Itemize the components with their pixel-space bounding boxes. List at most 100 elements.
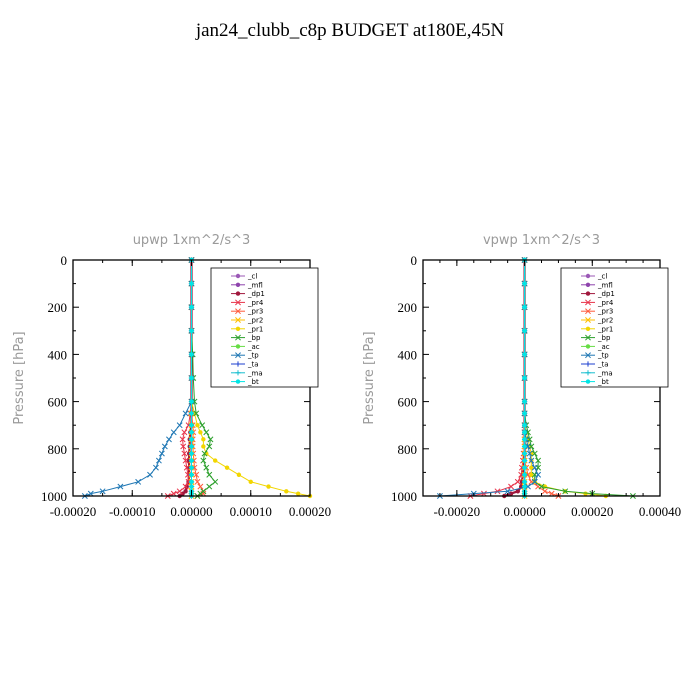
legend-box (210, 267, 319, 388)
legend: _cl_mfl_dp1_pr4_pr3_pr2_pr1_bp_ac_tp_ta_… (560, 267, 669, 388)
data-point (198, 430, 203, 435)
legend-marker (235, 308, 241, 315)
data-point (189, 472, 194, 477)
chart-title: upwp 1xm^2/s^3 (133, 233, 251, 248)
data-point (182, 457, 189, 464)
legend-entry: _bt (597, 378, 609, 386)
y-tick-label: 200 (398, 300, 418, 315)
legend-entry: _ma (597, 369, 613, 377)
page-title: jan24_clubb_c8p BUDGET at180E,45N (195, 20, 505, 41)
data-point (201, 437, 206, 442)
legend-entry: _bt (247, 378, 259, 386)
legend-marker (585, 344, 591, 349)
legend-marker (585, 370, 591, 376)
x-tick-label: 0.00020 (571, 504, 613, 519)
legend-entry: _ta (597, 361, 609, 369)
data-point (189, 281, 194, 286)
y-tick-label: 200 (48, 300, 68, 315)
data-point (206, 483, 213, 490)
legend-entry: _cl (597, 273, 607, 281)
legend-entry: _pr2 (247, 317, 263, 325)
y-tick-label: 600 (398, 395, 418, 410)
data-point (182, 483, 189, 490)
data-point (515, 489, 520, 494)
data-point (541, 488, 548, 495)
legend-marker (585, 308, 591, 315)
chart-1: upwp 1xm^2/s^3 Pressure [hPa] 0 200 400 600 80… (12, 233, 331, 519)
x-tick-label: -0.00010 (109, 504, 156, 519)
legend-marker (235, 344, 241, 349)
data-point (183, 489, 188, 494)
y-tick-label: 400 (398, 347, 418, 362)
legend-marker (235, 334, 241, 341)
series-line (503, 260, 526, 498)
data-point (194, 478, 201, 485)
series-bt (522, 257, 527, 499)
series-pr3 (521, 257, 562, 499)
data-point (528, 457, 535, 464)
y-tick-label: 400 (48, 347, 68, 362)
legend-marker (585, 282, 591, 287)
legend-entry: _cl (247, 273, 257, 281)
data-point (522, 430, 527, 435)
data-point (152, 464, 159, 471)
data-point (189, 451, 194, 456)
data-point (203, 429, 210, 436)
legend-entry: _bp (597, 334, 611, 342)
legend-marker (585, 379, 591, 384)
x-tick-label: 0.00000 (170, 504, 212, 519)
data-point (189, 328, 194, 333)
data-point (514, 478, 521, 485)
legend-marker (235, 282, 241, 287)
data-point (189, 305, 194, 310)
legend-entry: _tp (247, 352, 259, 360)
data-point (535, 471, 542, 478)
data-point (529, 465, 534, 470)
legend-marker (585, 273, 591, 279)
data-point (199, 422, 206, 429)
y-tick-label: 600 (48, 395, 68, 410)
data-point (248, 479, 253, 485)
data-point (212, 478, 219, 485)
data-point (201, 450, 208, 457)
legend-marker (585, 326, 591, 331)
data-point (295, 491, 301, 496)
data-point (179, 436, 186, 443)
legend-marker (235, 326, 241, 331)
data-point (189, 375, 194, 381)
data-point (526, 450, 533, 457)
data-point (504, 488, 511, 495)
legend-marker (585, 317, 591, 323)
data-point (117, 483, 124, 490)
data-point (189, 458, 194, 463)
data-point (189, 399, 194, 404)
data-point (206, 443, 213, 450)
data-point (522, 484, 527, 489)
legend-marker (585, 352, 591, 359)
legend-marker (585, 299, 591, 306)
data-point (508, 483, 514, 490)
x-tick-label: 0.00010 (230, 504, 272, 519)
legend-marker (235, 317, 241, 323)
data-point (522, 451, 527, 456)
legend-marker (585, 334, 591, 341)
x-tick-label: -0.00020 (434, 504, 481, 519)
data-point (189, 465, 194, 470)
data-point (166, 436, 172, 443)
y-tick-label: 1000 (41, 489, 67, 504)
data-point (195, 423, 200, 428)
data-point (531, 464, 538, 471)
series-pr4 (467, 257, 528, 499)
data-point (99, 488, 106, 495)
legend: _cl_mfl_dp1_pr4_pr3_pr2_pr1_bp_ac_tp_ta_… (210, 267, 319, 388)
y-tick-label: 0 (411, 253, 418, 268)
data-point (161, 443, 168, 450)
legend-entry: _dp1 (597, 290, 615, 298)
data-point (184, 484, 189, 489)
series-line (84, 260, 192, 497)
data-point (522, 437, 527, 442)
data-point (525, 443, 531, 450)
data-point (522, 479, 527, 485)
series-line (470, 260, 526, 497)
